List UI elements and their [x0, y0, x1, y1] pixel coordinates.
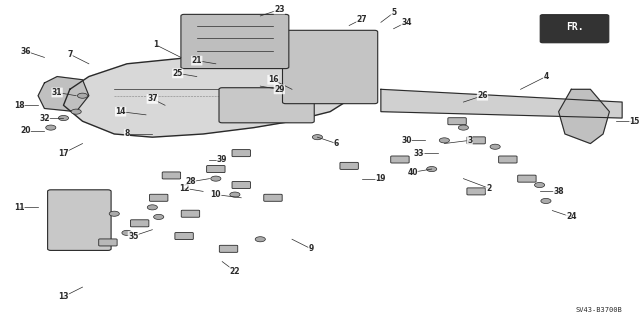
Text: 1: 1: [153, 40, 158, 49]
Text: 37: 37: [147, 94, 157, 103]
Text: 18: 18: [13, 101, 24, 110]
FancyBboxPatch shape: [448, 118, 467, 125]
FancyBboxPatch shape: [162, 172, 180, 179]
FancyBboxPatch shape: [219, 88, 314, 123]
Text: 30: 30: [401, 136, 412, 145]
FancyBboxPatch shape: [181, 14, 289, 69]
Text: 40: 40: [408, 168, 418, 177]
Text: FR.: FR.: [566, 22, 583, 32]
Circle shape: [312, 135, 323, 140]
Text: 38: 38: [554, 187, 564, 196]
Text: 27: 27: [356, 15, 367, 24]
Circle shape: [230, 192, 240, 197]
Text: 32: 32: [39, 114, 50, 122]
Polygon shape: [559, 89, 609, 144]
Text: 23: 23: [274, 5, 285, 14]
FancyBboxPatch shape: [540, 15, 609, 43]
FancyBboxPatch shape: [47, 190, 111, 250]
Polygon shape: [38, 77, 89, 112]
Text: 3: 3: [467, 136, 472, 145]
FancyBboxPatch shape: [499, 156, 517, 163]
Text: 15: 15: [630, 117, 640, 126]
FancyBboxPatch shape: [220, 245, 237, 252]
Text: 10: 10: [211, 190, 221, 199]
Text: SV43-B3700B: SV43-B3700B: [575, 307, 622, 313]
Circle shape: [109, 211, 119, 216]
Text: 11: 11: [14, 203, 24, 212]
Text: 16: 16: [268, 75, 278, 84]
Circle shape: [71, 109, 81, 114]
Circle shape: [255, 237, 266, 242]
FancyBboxPatch shape: [232, 182, 250, 189]
FancyBboxPatch shape: [264, 194, 282, 201]
Text: 36: 36: [20, 47, 31, 56]
Text: 17: 17: [58, 149, 68, 158]
Circle shape: [458, 125, 468, 130]
Text: 34: 34: [401, 18, 412, 27]
FancyBboxPatch shape: [467, 137, 485, 144]
Text: 24: 24: [566, 212, 577, 221]
FancyBboxPatch shape: [467, 188, 485, 195]
Text: 13: 13: [58, 292, 68, 301]
Text: 25: 25: [173, 69, 183, 78]
Text: 31: 31: [52, 88, 62, 97]
Text: 7: 7: [67, 50, 72, 59]
Text: 2: 2: [486, 184, 492, 193]
Circle shape: [77, 93, 88, 98]
Text: 28: 28: [185, 177, 196, 186]
Text: 39: 39: [217, 155, 227, 164]
Text: 20: 20: [20, 126, 31, 135]
Circle shape: [211, 176, 221, 181]
Text: 14: 14: [115, 107, 126, 116]
FancyBboxPatch shape: [340, 162, 358, 169]
Text: 26: 26: [477, 91, 488, 100]
Text: 19: 19: [376, 174, 386, 183]
Text: 29: 29: [274, 85, 285, 94]
FancyBboxPatch shape: [232, 150, 250, 157]
Circle shape: [147, 205, 157, 210]
FancyBboxPatch shape: [131, 220, 149, 227]
Circle shape: [427, 167, 436, 172]
FancyBboxPatch shape: [391, 156, 409, 163]
Text: 4: 4: [543, 72, 548, 81]
FancyBboxPatch shape: [282, 30, 378, 104]
Circle shape: [122, 230, 132, 235]
Text: 6: 6: [334, 139, 339, 148]
FancyBboxPatch shape: [99, 239, 117, 246]
Text: 21: 21: [191, 56, 202, 65]
Circle shape: [154, 214, 164, 219]
FancyBboxPatch shape: [181, 210, 200, 217]
Polygon shape: [63, 54, 355, 137]
Text: 9: 9: [308, 244, 314, 253]
FancyBboxPatch shape: [207, 166, 225, 173]
Polygon shape: [381, 89, 622, 118]
Circle shape: [439, 138, 449, 143]
FancyBboxPatch shape: [150, 194, 168, 201]
Circle shape: [45, 125, 56, 130]
Circle shape: [490, 144, 500, 149]
Text: 35: 35: [128, 232, 138, 241]
Circle shape: [58, 115, 68, 121]
Circle shape: [541, 198, 551, 204]
Text: 22: 22: [230, 267, 240, 276]
Text: 12: 12: [179, 184, 189, 193]
Text: 8: 8: [124, 130, 130, 138]
Circle shape: [534, 182, 545, 188]
FancyBboxPatch shape: [175, 233, 193, 240]
Text: 33: 33: [413, 149, 424, 158]
Text: 5: 5: [391, 8, 396, 17]
FancyBboxPatch shape: [518, 175, 536, 182]
